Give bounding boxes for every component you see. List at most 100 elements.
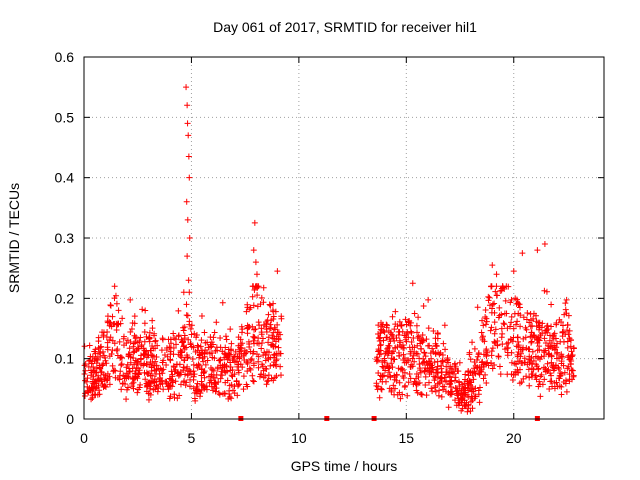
data-point [392, 374, 399, 381]
data-point [528, 354, 535, 361]
data-point [439, 352, 446, 359]
data-point [422, 382, 429, 389]
data-point [513, 361, 520, 368]
data-point [186, 318, 193, 325]
data-point [462, 384, 469, 391]
data-point [380, 372, 387, 379]
data-point [267, 302, 274, 309]
data-point [434, 369, 441, 376]
data-point [188, 322, 195, 329]
data-point [100, 352, 107, 359]
data-point [172, 366, 179, 373]
data-point [461, 385, 468, 392]
data-point [429, 345, 436, 352]
data-point [258, 331, 265, 338]
data-point [475, 387, 482, 394]
data-point [180, 289, 187, 296]
data-point [123, 386, 130, 393]
data-point [187, 340, 194, 347]
data-point [377, 341, 384, 348]
data-point [422, 367, 429, 374]
data-point [244, 304, 251, 311]
data-point [406, 371, 413, 378]
data-point [132, 339, 139, 346]
data-point [528, 317, 535, 324]
data-point [270, 315, 277, 322]
data-point [249, 377, 256, 384]
data-point [244, 360, 251, 367]
data-point [458, 396, 465, 403]
data-point [406, 317, 413, 324]
data-point [508, 313, 515, 320]
data-point [111, 340, 118, 347]
data-point [451, 377, 458, 384]
data-point [384, 373, 391, 380]
data-point [396, 318, 403, 325]
data-point [255, 364, 262, 371]
data-point [104, 319, 111, 326]
data-point [542, 339, 549, 346]
data-point [251, 219, 258, 226]
data-point [564, 344, 571, 351]
data-point [445, 404, 452, 411]
data-point [396, 379, 403, 386]
data-point [373, 382, 380, 389]
data-point [379, 359, 386, 366]
data-point [414, 350, 421, 357]
data-point [483, 351, 490, 358]
data-point [142, 350, 149, 357]
data-point [95, 376, 102, 383]
data-point [523, 326, 530, 333]
data-point [96, 391, 103, 398]
data-point [447, 363, 454, 370]
data-point [438, 375, 445, 382]
data-point [391, 391, 398, 398]
data-point [470, 376, 477, 383]
data-point [151, 376, 158, 383]
data-point [501, 321, 508, 328]
data-point [420, 302, 427, 309]
data-point [160, 366, 167, 373]
data-point [149, 343, 156, 350]
data-point [489, 262, 496, 269]
data-point [139, 306, 146, 313]
data-point [198, 337, 205, 344]
data-point [130, 340, 137, 347]
data-point [428, 385, 435, 392]
data-point [388, 360, 395, 367]
data-point [222, 333, 229, 340]
data-point [111, 295, 118, 302]
data-point [382, 348, 389, 355]
data-point [385, 363, 392, 370]
data-point [204, 357, 211, 364]
data-point [246, 365, 253, 372]
data-point [418, 345, 425, 352]
data-point [445, 359, 452, 366]
data-point [86, 342, 93, 349]
data-point [207, 334, 214, 341]
data-point [436, 379, 443, 386]
data-point [210, 367, 217, 374]
data-point [454, 392, 461, 399]
data-point [278, 313, 285, 320]
data-point [521, 355, 528, 362]
data-point [188, 343, 195, 350]
data-point [178, 349, 185, 356]
data-point [90, 368, 97, 375]
data-point [397, 395, 404, 402]
data-point [421, 368, 428, 375]
data-point [146, 334, 153, 341]
data-point [549, 383, 556, 390]
data-point [102, 383, 109, 390]
data-point [476, 399, 483, 406]
data-point [514, 334, 521, 341]
data-point [527, 358, 534, 365]
data-point [444, 369, 451, 376]
data-point [528, 338, 535, 345]
data-point [401, 345, 408, 352]
data-point [113, 300, 120, 307]
data-point [476, 369, 483, 376]
x-tick-label: 15 [399, 430, 415, 446]
data-point [418, 337, 425, 344]
data-point [88, 384, 95, 391]
